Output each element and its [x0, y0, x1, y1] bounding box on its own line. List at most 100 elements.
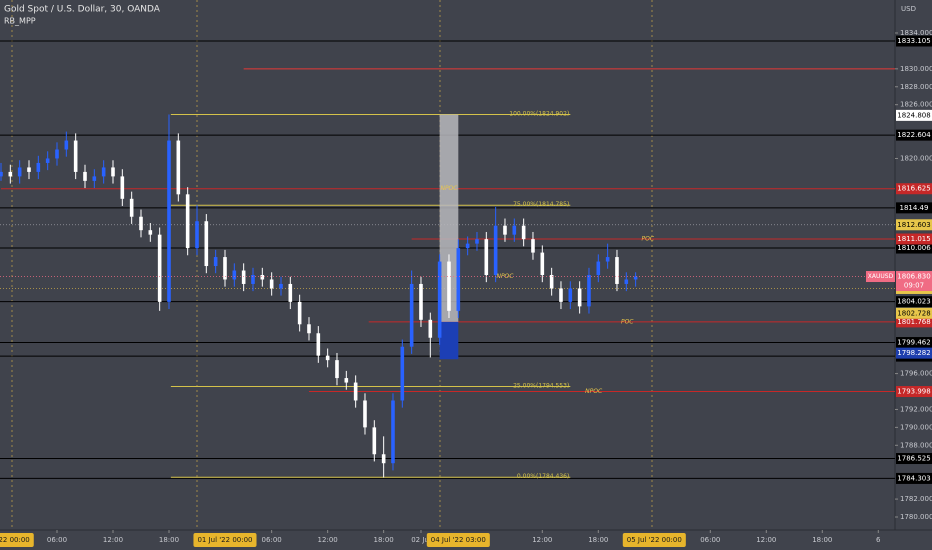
price-badge: [896, 316, 932, 328]
candle-body: [139, 216, 143, 231]
y-tick-label: 1830.000: [900, 65, 932, 73]
annotation: NPOC: [585, 388, 603, 395]
candle-body: [353, 382, 358, 401]
x-tick-label: 18:00: [374, 536, 394, 544]
price-badge: [896, 453, 932, 465]
price-badge-label: 1816.625: [897, 185, 930, 193]
candle-body: [465, 243, 470, 249]
price-badge: [896, 202, 932, 214]
indicator-name: RB_MPP: [4, 17, 36, 26]
candle-body: [36, 162, 41, 172]
candle-body: [559, 288, 563, 302]
y-tick-label: 1782.000: [900, 495, 932, 503]
candle-body: [307, 324, 311, 334]
candle-body: [241, 270, 246, 284]
candle-body: [605, 257, 610, 262]
annotation: POC: [642, 236, 655, 243]
fib-label: 100.00%(1824.902): [509, 111, 569, 118]
y-tick-label: 1780.000: [900, 513, 932, 521]
candle-body: [204, 221, 209, 267]
candle-body: [27, 167, 31, 172]
price-badge-label: 1799.462: [897, 339, 930, 347]
candle-body: [45, 158, 50, 163]
price-badge-label: 1801.768: [897, 318, 930, 326]
candle-body: [101, 167, 106, 177]
candle-body: [316, 333, 321, 356]
price-badge-label: 1814.49: [900, 204, 929, 212]
x-tick-label: 05 Jul '22 00:00: [627, 536, 682, 544]
candle-body: [251, 274, 255, 284]
candle-body: [409, 283, 414, 347]
candle-body: [503, 225, 507, 235]
price-badge-label: 1822.604: [897, 131, 931, 139]
y-tick-label: 1790.000: [900, 423, 932, 431]
price-badge-label: 1798.282: [897, 349, 930, 357]
candle-body: [223, 257, 227, 280]
candle-body: [17, 167, 22, 177]
candle-body: [381, 454, 386, 464]
price-badge: [896, 337, 932, 349]
candle-body: [391, 400, 395, 464]
annotation: NPOC: [440, 185, 458, 192]
candle-body: [111, 167, 115, 177]
x-tick-label: 12:00: [756, 536, 776, 544]
candle-body: [120, 176, 125, 199]
candle-body: [195, 221, 199, 249]
candle-body: [428, 319, 433, 338]
candle-body: [64, 140, 69, 150]
y-tick-label: 1792.000: [900, 405, 932, 413]
candle-body: [531, 239, 535, 253]
x-tick-label: 04 Jul '22 03:00: [431, 536, 486, 544]
price-badge-label: 1804.023: [897, 298, 930, 306]
candle-body: [157, 234, 162, 302]
price-badge: [896, 307, 932, 319]
candle-body: [0, 171, 3, 177]
candle-body: [213, 257, 218, 267]
candle-body: [372, 427, 377, 455]
currency: USD: [901, 5, 916, 13]
price-badge-label: 1810.006: [897, 244, 931, 252]
x-tick-label: 6: [876, 536, 881, 544]
last-price-badge: [896, 271, 932, 292]
annotation: NPOC: [496, 273, 514, 280]
candle-body: [288, 283, 293, 302]
x-tick-label: 30 Jun '22 00:00: [0, 536, 30, 544]
candle-body: [549, 274, 554, 289]
x-tick-highlight: [193, 533, 257, 547]
candle-body: [344, 378, 349, 383]
candle-body: [176, 140, 181, 195]
y-tick-label: 1828.000: [900, 83, 932, 91]
candle-body: [512, 225, 517, 235]
price-badge-label: 1793.998: [897, 388, 930, 396]
price-badge: [896, 219, 932, 231]
candle-body: [83, 171, 87, 181]
candle-body: [624, 279, 629, 284]
y-tick-label: 1788.000: [900, 441, 932, 449]
x-tick-label: 06:00: [47, 536, 67, 544]
candle-body: [260, 274, 265, 280]
price-badge: [896, 242, 932, 254]
candle-body: [363, 400, 367, 428]
candle-body: [540, 252, 545, 275]
x-tick-label: 02 Jul: [411, 536, 431, 544]
candle-body: [73, 140, 78, 172]
price-badge-label: 1786.525: [897, 455, 930, 463]
price-badge-label: 1802.728: [897, 309, 930, 317]
x-tick-label: 06:00: [262, 536, 282, 544]
price-badge: [896, 472, 932, 484]
candle-body: [400, 346, 405, 401]
candle-body: [568, 288, 573, 302]
x-tick-label: 12:00: [103, 536, 123, 544]
candle-body: [615, 257, 619, 284]
x-tick-label: 18:00: [588, 536, 608, 544]
candle-body: [587, 274, 591, 307]
y-tick-label: 1834.000: [900, 29, 932, 37]
price-badge-label: 1824.808: [897, 111, 930, 119]
candle-body: [437, 261, 442, 338]
x-tick-highlight: [0, 533, 34, 547]
position-loss: [439, 321, 459, 360]
price-badge: [896, 347, 932, 359]
y-tick-label: 1796.000: [900, 370, 932, 378]
